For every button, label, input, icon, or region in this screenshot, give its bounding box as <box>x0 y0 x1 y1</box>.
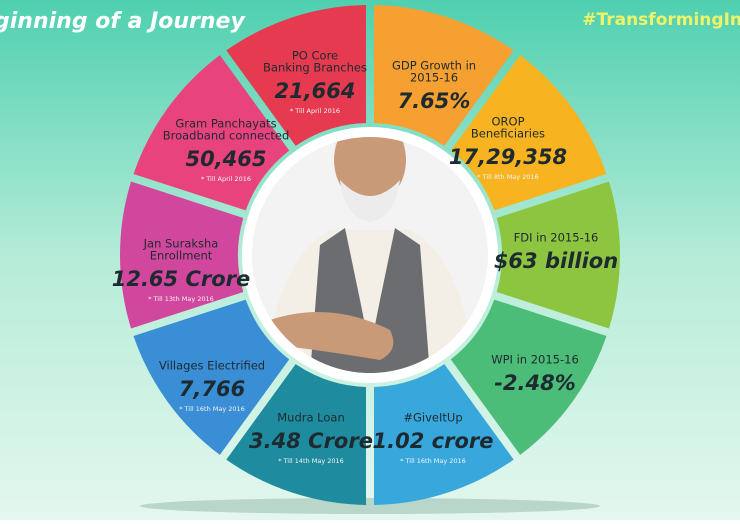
segment-label: Villages Electrified <box>159 359 265 373</box>
segment-value: 17,29,358 <box>449 145 567 169</box>
hashtag: #TransformingIn <box>582 10 740 30</box>
segment-label: Jan Suraksha <box>143 237 219 251</box>
segment-note: * Till 8th May 2016 <box>477 173 539 181</box>
segment <box>450 299 607 455</box>
segment-note: * Till 16th May 2016 <box>400 457 466 465</box>
segment-note: * Till 16th May 2016 <box>179 405 245 413</box>
segment-label: PO Core <box>292 49 338 63</box>
segment-value: $63 billion <box>494 249 618 273</box>
segment-note: * Till 14th May 2016 <box>278 457 344 465</box>
segment-label: GDP Growth in <box>392 59 476 73</box>
ring <box>120 5 621 505</box>
segment <box>226 364 367 505</box>
segment-label: Gram Panchayats <box>175 117 276 131</box>
segment <box>450 55 607 211</box>
segment-value: 3.48 Crore <box>249 429 373 453</box>
photo <box>252 137 488 373</box>
shadow <box>140 498 600 514</box>
segment <box>133 299 290 455</box>
segment-value: 50,465 <box>185 147 266 171</box>
segment-label: 2015-16 <box>410 71 458 85</box>
segment-label: Banking Branches <box>263 61 367 75</box>
segment-label: FDI in 2015-16 <box>514 231 599 245</box>
segment-value: 21,664 <box>274 79 355 103</box>
segment-label: WPI in 2015-16 <box>491 353 579 367</box>
segment <box>120 181 244 329</box>
segment <box>226 5 367 146</box>
segment-note: * Till April 2016 <box>290 107 340 115</box>
segment-label: Mudra Loan <box>277 411 345 425</box>
segment-value: 7,766 <box>179 377 245 401</box>
segment-label: Beneficiaries <box>471 127 545 141</box>
segment <box>373 364 514 505</box>
segment-note: * Till 13th May 2016 <box>148 295 214 303</box>
title: ginning of a Journey <box>0 9 246 34</box>
segment-label: Enrollment <box>150 249 213 263</box>
segment-label: Broadband connected <box>163 129 290 143</box>
segment <box>133 55 290 211</box>
segment-label: OROP <box>491 115 524 129</box>
segment-note: * Till April 2016 <box>201 175 251 183</box>
segment <box>496 181 621 329</box>
segment-value: -2.48% <box>494 371 576 395</box>
segment-value: 12.65 Crore <box>112 267 251 291</box>
segment-label: #GiveItUp <box>403 411 462 425</box>
segment-value: 1.02 crore <box>373 429 494 453</box>
segment-value: 7.65% <box>398 89 471 113</box>
segment <box>373 5 514 146</box>
